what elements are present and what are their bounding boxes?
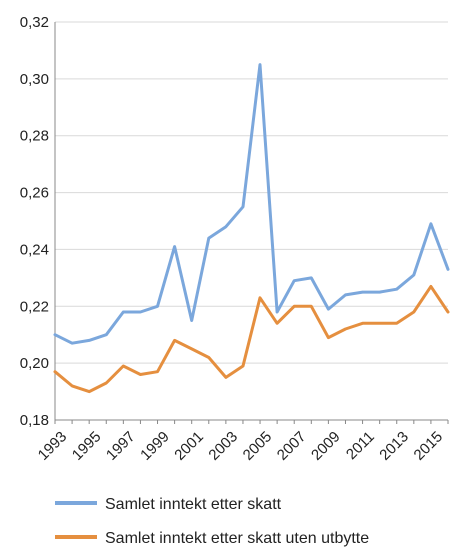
x-tick-label: 1993: [35, 428, 71, 464]
data-point: [276, 322, 279, 325]
gridlines: [55, 21, 448, 364]
data-point: [139, 373, 142, 376]
y-tick-label: 0,26: [20, 185, 49, 202]
data-point: [105, 333, 108, 336]
data-point: [88, 390, 91, 393]
y-tick-label: 0,30: [20, 71, 49, 88]
data-point: [259, 63, 262, 66]
data-point: [71, 384, 74, 387]
data-point: [344, 328, 347, 331]
x-tick-label: 2007: [274, 428, 310, 464]
x-tick-label: 2003: [206, 428, 242, 464]
data-point: [190, 347, 193, 350]
x-tick-label: 2015: [411, 428, 447, 464]
data-point: [293, 305, 296, 308]
data-point: [310, 276, 313, 279]
data-point: [344, 293, 347, 296]
x-tick-label: 1995: [69, 428, 105, 464]
data-point: [327, 336, 330, 339]
data-point: [395, 288, 398, 291]
data-point: [122, 364, 125, 367]
legend-label-1: Samlet inntekt etter skatt: [105, 496, 282, 513]
y-tick-label: 0,20: [20, 355, 49, 372]
data-point: [71, 342, 74, 345]
data-point: [447, 310, 450, 313]
axes: [54, 22, 449, 424]
data-point: [361, 322, 364, 325]
data-point: [173, 245, 176, 248]
data-point: [224, 225, 227, 228]
data-point: [224, 376, 227, 379]
data-point: [378, 291, 381, 294]
data-point: [156, 370, 159, 373]
data-point: [412, 274, 415, 277]
y-tick-label: 0,28: [20, 128, 49, 145]
data-point: [139, 310, 142, 313]
series-line-2: [53, 284, 450, 394]
data-point: [447, 268, 450, 271]
data-point: [207, 356, 210, 359]
data-point: [173, 339, 176, 342]
x-tick-label: 2001: [171, 428, 207, 464]
data-point: [207, 237, 210, 240]
x-tick-label: 2011: [343, 428, 378, 463]
x-tick-label: 1997: [103, 428, 139, 464]
data-point: [241, 205, 244, 208]
data-point: [310, 305, 313, 308]
data-point: [88, 339, 91, 342]
data-point: [259, 296, 262, 299]
y-tick-label: 0,32: [20, 14, 49, 31]
data-point: [429, 285, 432, 288]
data-point: [327, 308, 330, 311]
data-point: [412, 310, 415, 313]
data-point: [395, 322, 398, 325]
x-tick-label: 2013: [376, 428, 412, 464]
legend-label-2: Samlet inntekt etter skatt uten utbytte: [105, 530, 369, 547]
y-tick-label: 0,24: [20, 241, 49, 258]
data-point: [293, 279, 296, 282]
data-point: [241, 364, 244, 367]
data-point: [54, 333, 57, 336]
y-tick-labels: 0,18 0,20 0,22 0,24 0,26 0,28 0,30 0,32: [20, 14, 49, 429]
x-tick-label: 1999: [137, 428, 173, 464]
data-point: [54, 370, 57, 373]
data-point: [361, 291, 364, 294]
data-point: [122, 310, 125, 313]
y-tick-label: 0,18: [20, 412, 49, 429]
x-tick-label: 2009: [308, 428, 344, 464]
y-tick-label: 0,22: [20, 298, 49, 315]
legend: Samlet inntekt etter skatt Samlet inntekt…: [55, 496, 369, 547]
data-point: [276, 310, 279, 313]
data-point: [190, 319, 193, 322]
series-line-1: [53, 63, 450, 345]
data-point: [429, 222, 432, 225]
x-tick-label: 2005: [240, 428, 276, 464]
data-point: [105, 382, 108, 385]
data-point: [378, 322, 381, 325]
data-point: [156, 305, 159, 308]
series-lines: [53, 63, 450, 394]
